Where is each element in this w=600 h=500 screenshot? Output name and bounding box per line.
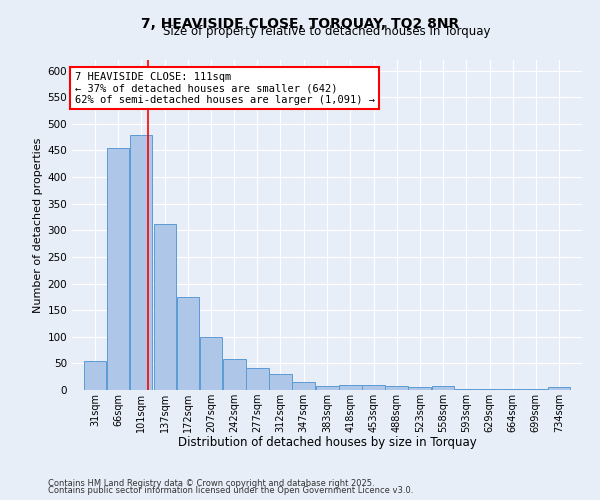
Bar xyxy=(154,224,176,390)
Bar xyxy=(385,386,408,390)
Bar xyxy=(130,134,152,390)
Bar xyxy=(502,389,524,390)
Bar xyxy=(292,382,315,390)
Bar xyxy=(524,389,547,390)
Bar xyxy=(200,337,223,390)
Bar xyxy=(316,386,338,390)
Text: Contains HM Land Registry data © Crown copyright and database right 2025.: Contains HM Land Registry data © Crown c… xyxy=(48,478,374,488)
Bar xyxy=(246,368,269,390)
Y-axis label: Number of detached properties: Number of detached properties xyxy=(33,138,43,312)
Text: 7, HEAVISIDE CLOSE, TORQUAY, TQ2 8NR: 7, HEAVISIDE CLOSE, TORQUAY, TQ2 8NR xyxy=(141,18,459,32)
Bar xyxy=(478,389,501,390)
Bar xyxy=(107,148,130,390)
Bar xyxy=(431,386,454,390)
Bar xyxy=(269,374,292,390)
Bar xyxy=(84,360,106,390)
Bar xyxy=(223,359,245,390)
X-axis label: Distribution of detached houses by size in Torquay: Distribution of detached houses by size … xyxy=(178,436,476,450)
Title: Size of property relative to detached houses in Torquay: Size of property relative to detached ho… xyxy=(163,25,491,38)
Bar xyxy=(409,388,431,390)
Bar xyxy=(548,388,570,390)
Text: Contains public sector information licensed under the Open Government Licence v3: Contains public sector information licen… xyxy=(48,486,413,495)
Bar xyxy=(455,389,477,390)
Text: 7 HEAVISIDE CLOSE: 111sqm
← 37% of detached houses are smaller (642)
62% of semi: 7 HEAVISIDE CLOSE: 111sqm ← 37% of detac… xyxy=(74,72,374,105)
Bar xyxy=(339,384,362,390)
Bar xyxy=(362,384,385,390)
Bar xyxy=(177,297,199,390)
